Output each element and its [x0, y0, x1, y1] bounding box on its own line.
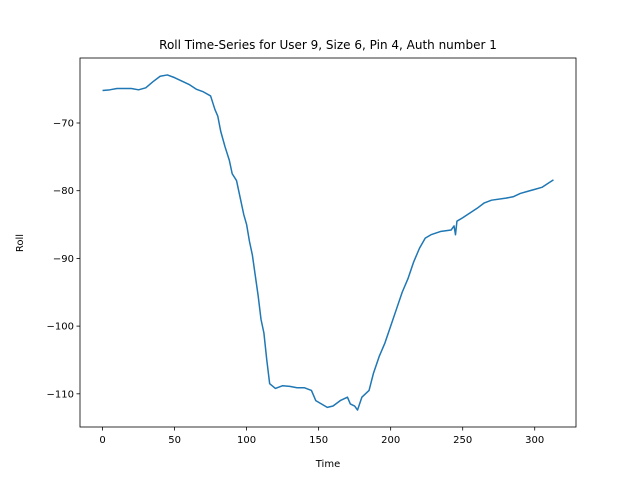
x-tick-label: 300 [525, 435, 544, 446]
x-tick-label: 250 [453, 435, 472, 446]
y-axis-label: Roll [15, 234, 26, 252]
x-tick-label: 100 [237, 435, 256, 446]
x-tick-label: 200 [381, 435, 400, 446]
y-tick-label: −110 [47, 389, 74, 400]
x-tick-label: 50 [168, 435, 181, 446]
x-axis-label: Time [315, 459, 340, 470]
plot-frame [79, 57, 577, 428]
y-tick-label: −70 [53, 118, 74, 129]
data-line [102, 74, 554, 411]
chart-title: Roll Time-Series for User 9, Size 6, Pin… [159, 38, 497, 52]
y-tick-label: −80 [53, 186, 74, 197]
x-tick-label: 0 [99, 435, 105, 446]
x-tick-label: 150 [309, 435, 328, 446]
y-tick-label: −100 [47, 322, 74, 333]
y-tick-label: −90 [53, 254, 74, 265]
